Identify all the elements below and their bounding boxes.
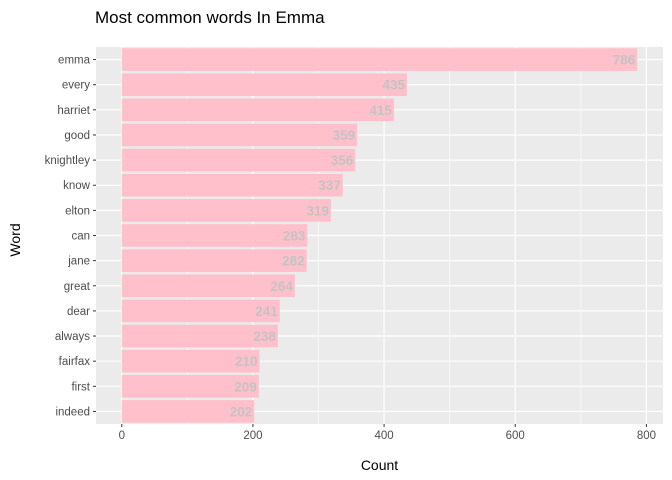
bar-knightley (121, 148, 356, 172)
bar-know (121, 173, 343, 197)
bar-fairfax (121, 349, 260, 373)
data-label-dear: 241 (255, 304, 278, 319)
bar-every (121, 73, 408, 97)
bar-harriet (121, 98, 394, 122)
y-tick-label-always: always (55, 331, 90, 343)
bar-can (121, 224, 308, 247)
bar-dear (121, 299, 280, 323)
y-tick-label-can: can (71, 231, 90, 243)
y-tick-label-know: know (63, 180, 91, 192)
chart-title: Most common words In Emma (95, 8, 325, 27)
x-axis-title: Count (361, 457, 398, 473)
data-label-good: 359 (333, 128, 356, 143)
y-tick-label-jane: jane (67, 256, 90, 268)
y-tick-label-good: good (64, 130, 90, 142)
y-axis: emma every harriet good knightley know elton ca… (45, 55, 96, 418)
x-tick-label: 200 (243, 430, 262, 442)
x-axis: 0 200 400 600 800 (119, 424, 656, 442)
data-label-elton: 319 (306, 203, 329, 218)
y-tick-label-harriet: harriet (57, 105, 90, 117)
data-label-fairfax: 210 (235, 354, 258, 369)
data-label-knightley: 356 (331, 153, 354, 168)
data-label-harriet: 415 (369, 103, 392, 118)
y-tick-label-every: every (62, 80, 90, 92)
data-label-always: 238 (253, 329, 276, 344)
bar-first (121, 374, 259, 398)
bar-jane (121, 249, 307, 272)
bars (121, 48, 638, 423)
y-tick-label-great: great (64, 281, 91, 293)
y-axis-title: Word (7, 223, 23, 256)
data-label-know: 337 (318, 178, 341, 193)
y-tick-label-indeed: indeed (55, 406, 90, 418)
data-label-emma: 786 (613, 53, 636, 68)
data-label-indeed: 202 (230, 404, 253, 419)
bar-great (121, 274, 295, 298)
data-label-jane: 282 (282, 254, 305, 269)
bar-always (121, 324, 278, 348)
data-label-great: 264 (270, 279, 293, 294)
y-tick-label-fairfax: fairfax (59, 356, 91, 368)
y-tick-label-first: first (71, 381, 90, 393)
data-label-can: 283 (283, 229, 306, 244)
data-label-every: 435 (383, 78, 406, 93)
x-tick-label: 400 (374, 430, 393, 442)
y-tick-label-knightley: knightley (45, 155, 91, 167)
bar-good (121, 123, 358, 147)
x-tick-label: 800 (637, 430, 656, 442)
x-tick-label: 0 (119, 430, 125, 442)
bar-indeed (121, 400, 255, 423)
data-label-first: 209 (234, 379, 257, 394)
x-tick-label: 600 (506, 430, 525, 442)
bar-elton (121, 199, 331, 222)
y-tick-label-elton: elton (65, 205, 90, 217)
y-tick-label-emma: emma (58, 55, 91, 67)
bar-emma (121, 48, 638, 71)
y-tick-label-dear: dear (67, 306, 90, 318)
